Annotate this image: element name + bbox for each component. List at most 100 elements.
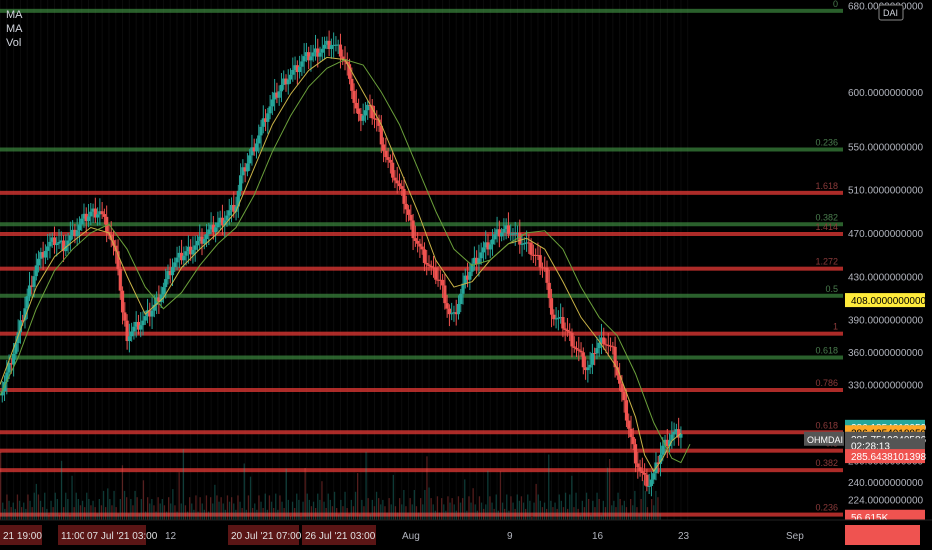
volume-bar	[107, 488, 109, 520]
time-axis[interactable]	[0, 520, 932, 550]
time-axis-label: Sep	[786, 531, 804, 542]
volume-bar	[644, 490, 646, 520]
volume-bar	[54, 492, 56, 520]
candle-body	[409, 214, 413, 221]
volume-bar	[262, 508, 264, 520]
volume-bar	[365, 451, 367, 520]
candle-body	[667, 440, 672, 447]
volume-bar	[193, 509, 195, 520]
indicator-legend: MA MA Vol	[6, 8, 23, 50]
candle-body	[59, 240, 63, 243]
volume-bar	[476, 510, 478, 520]
volume-bar	[287, 499, 289, 520]
price-axis-label: 390.0000000000	[848, 316, 924, 327]
candle-body	[649, 479, 654, 486]
currency-badge[interactable]	[878, 4, 904, 21]
volume-bar	[346, 508, 348, 520]
volume-bar	[315, 508, 317, 520]
moving-average-2	[0, 59, 691, 464]
candle-body	[16, 332, 20, 344]
candle-body	[182, 255, 186, 261]
symbol-tag[interactable]	[804, 431, 844, 446]
volume-bar	[149, 503, 151, 520]
candle-body	[402, 188, 406, 204]
legend-item-volume[interactable]: Vol	[6, 37, 22, 49]
candle-body	[211, 224, 215, 233]
fib-level-line	[0, 147, 843, 152]
volume-bar	[403, 490, 405, 520]
price-tag-label: 02:28:13	[851, 441, 890, 452]
volume-bar	[399, 498, 401, 520]
volume-bar	[432, 504, 434, 520]
candle-body	[214, 227, 218, 233]
candle-body	[286, 79, 290, 85]
volume-bar	[602, 500, 604, 520]
candle-body	[475, 257, 479, 265]
candle-body	[189, 246, 193, 255]
candle-body	[159, 294, 163, 303]
candle-body	[102, 214, 107, 217]
candle-body	[391, 162, 395, 178]
volume-bar	[470, 502, 472, 520]
volume-bar	[371, 499, 373, 520]
candle-body	[534, 254, 538, 256]
candle-body	[613, 346, 617, 368]
volume-bar	[422, 504, 424, 520]
candle-body	[381, 144, 386, 151]
volume-bar	[426, 456, 428, 520]
fib-level-label: 0.618	[815, 346, 838, 356]
candle-body	[552, 314, 556, 320]
volume-bar	[625, 507, 628, 520]
candle-body	[100, 211, 104, 215]
volume-bar	[613, 500, 615, 520]
candle-body	[170, 267, 175, 276]
volume-bar	[306, 493, 308, 520]
candle-body	[127, 336, 131, 342]
volume-bar	[264, 493, 266, 520]
volume-bar	[449, 502, 451, 520]
volume-bar	[294, 508, 296, 520]
volume-bar	[88, 499, 90, 520]
volume-bar	[369, 514, 371, 520]
price-tag	[845, 449, 925, 464]
candle-body	[66, 240, 70, 246]
volume-bar	[640, 499, 642, 520]
candle-body	[602, 337, 606, 345]
volume-bar	[138, 513, 140, 520]
legend-item-ma-1[interactable]: MA	[6, 9, 23, 21]
volume-bar	[354, 491, 357, 520]
volume-bar	[270, 501, 273, 520]
volume-bar	[348, 514, 350, 520]
time-marker	[84, 525, 146, 545]
legend-item-ma-2[interactable]: MA	[6, 23, 23, 35]
volume-bar	[29, 500, 31, 520]
volume-bar	[310, 506, 313, 520]
candle-body	[488, 244, 492, 250]
candle-body	[32, 276, 36, 287]
volume-bar	[180, 503, 182, 520]
candle-body	[615, 367, 619, 376]
candle-body	[581, 352, 585, 368]
volume-bar	[67, 499, 69, 520]
price-axis-label: 510.0000000000	[848, 186, 924, 197]
volume-bar	[182, 449, 184, 520]
fib-level-line	[0, 222, 843, 227]
volume-bar	[52, 507, 54, 520]
candle-body	[531, 254, 535, 256]
volume-bar	[592, 500, 594, 520]
candle-body	[595, 348, 599, 354]
volume-bar	[233, 503, 235, 520]
candle-body	[75, 230, 79, 237]
volume-bar	[512, 502, 514, 520]
volume-bar	[407, 512, 409, 520]
candle-body	[71, 229, 75, 236]
candle-body	[291, 69, 295, 75]
volume-bar	[90, 505, 92, 520]
candle-body	[46, 246, 50, 251]
candle-body	[547, 282, 551, 299]
volume-bar	[653, 505, 655, 520]
candle-body	[152, 304, 156, 311]
volume-bar	[254, 503, 256, 520]
